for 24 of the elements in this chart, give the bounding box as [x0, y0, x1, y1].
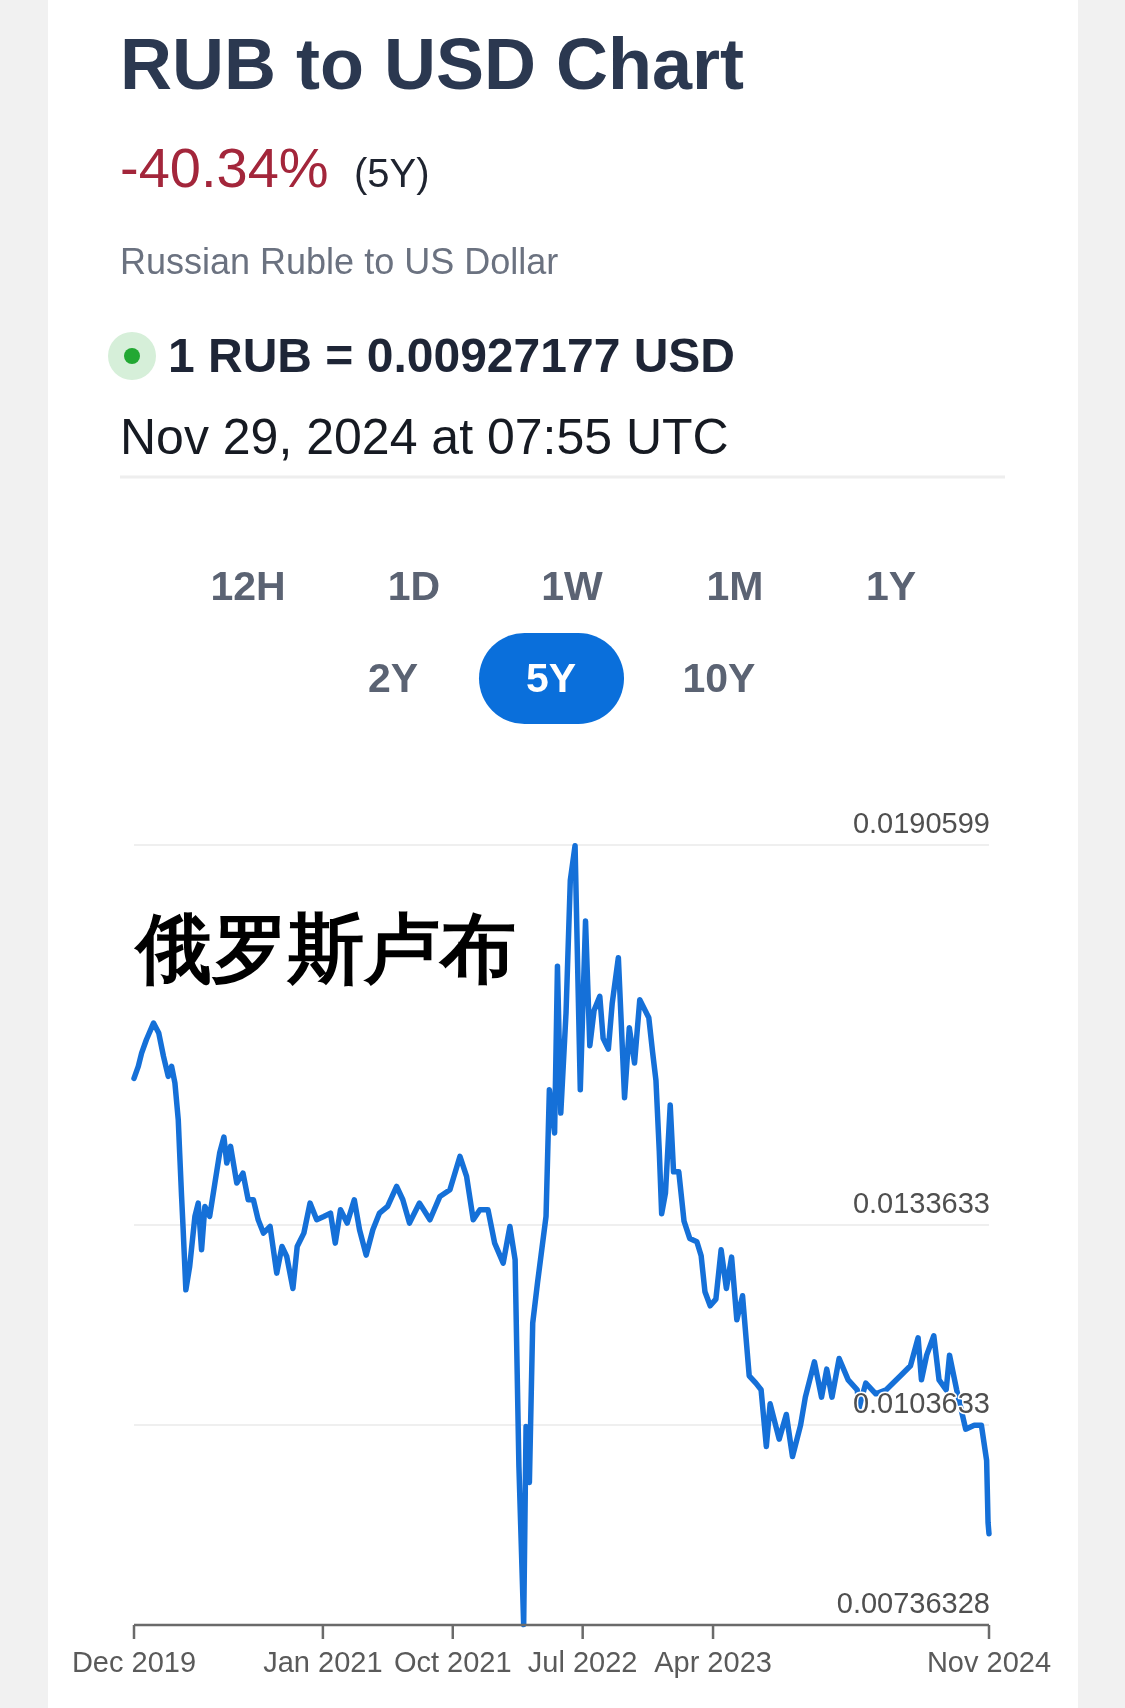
- text: Nov 29, 2024 at 07:55 UTC: [120, 409, 729, 465]
- x-tick-label: Dec 2019: [71, 1646, 197, 1678]
- x-tick-label: Jul 2022: [527, 1646, 638, 1678]
- x-tick-label: Apr 2023: [654, 1646, 772, 1678]
- text: 1M: [706, 563, 764, 609]
- y-tick-label: 0.0190599: [852, 807, 990, 839]
- chart-subtitle: Russian Ruble to US Dollar: [120, 241, 559, 282]
- text: 1W: [541, 563, 604, 609]
- y-tick-label: 0.0133633: [852, 1186, 990, 1219]
- text: 5Y: [525, 655, 577, 701]
- text: 2Y: [367, 655, 419, 701]
- text: 1 RUB = 0.00927177 USD: [168, 329, 735, 382]
- text: 10Y: [682, 655, 756, 701]
- x-tick-label: Jan 2021: [263, 1646, 383, 1678]
- chart-title: RUB to USD Chart: [120, 24, 745, 104]
- text: 12H: [210, 563, 286, 609]
- text: 1D: [387, 563, 441, 609]
- annotation: 俄罗斯卢布: [133, 904, 516, 993]
- text: -40.34%: [120, 136, 329, 199]
- y-tick-label: 0.00736328: [836, 1587, 990, 1619]
- x-tick-label: Oct 2021: [393, 1646, 512, 1678]
- text: 1Y: [865, 563, 917, 609]
- text: (5Y): [354, 151, 430, 195]
- x-tick-label: Nov 2024: [926, 1646, 1052, 1678]
